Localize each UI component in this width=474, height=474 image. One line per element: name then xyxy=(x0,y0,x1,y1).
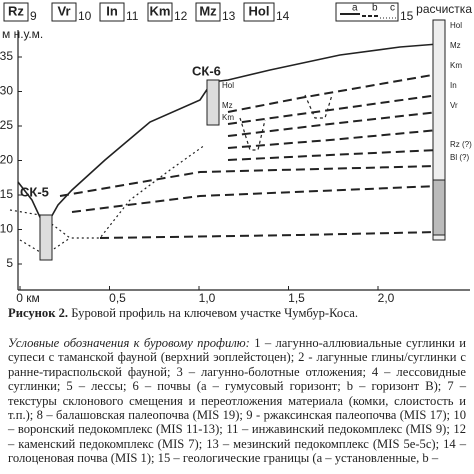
legend-intro: Условные обозначения к буровому профилю: xyxy=(8,336,250,350)
x-tick-label: 1,5 xyxy=(288,291,305,305)
legend-number: 11 xyxy=(126,9,139,23)
x-tick-label: 2,0 xyxy=(378,291,395,305)
profile-drawing xyxy=(9,19,470,291)
y-tick-label: 35 xyxy=(0,49,13,63)
figure-caption: Рисунок 2. Буровой профиль на ключевом у… xyxy=(8,306,466,320)
legend-number: 14 xyxy=(276,9,290,23)
legend-code: Km xyxy=(150,3,171,18)
legend-sub: b xyxy=(372,3,378,14)
legend-caption: Условные обозначения к буровому профилю:… xyxy=(8,336,466,466)
legend-box xyxy=(195,2,221,22)
layer-label: Bl (?) xyxy=(450,153,469,162)
y-axis-label: м н.у.м. xyxy=(2,27,43,41)
caption-label: Рисунок 2. xyxy=(8,306,69,320)
layer-label: Vr xyxy=(450,101,458,110)
legend-box xyxy=(335,2,399,22)
legend-box xyxy=(3,2,29,22)
layer-label: Mz xyxy=(222,101,233,110)
layer-label: Hol xyxy=(450,21,462,30)
legend-number: 13 xyxy=(222,9,236,23)
legend-code: Hol xyxy=(249,3,270,18)
legend-code: In xyxy=(106,3,118,18)
legend-number: 9 xyxy=(30,9,37,23)
well-label: СК-6 xyxy=(192,63,221,78)
figure: 5 10 15 20 25 30 35 0 км 0,5 1,0 1,5 2,0 м н.у.м. Rz 9… xyxy=(0,2,472,305)
well-label: СК-5 xyxy=(20,184,49,199)
y-tick-label: 5 xyxy=(6,256,13,270)
legend-number: 10 xyxy=(78,9,92,23)
layer-label: Hol xyxy=(222,81,234,90)
layer-label: In xyxy=(450,81,457,90)
legend-sub: a xyxy=(352,3,358,14)
clearing-label: расчистка xyxy=(416,2,472,16)
legend-code: Vr xyxy=(57,3,70,18)
layer-label: Km xyxy=(222,113,234,122)
x-tick-label: 0 км xyxy=(16,291,40,305)
caption-title: Буровой профиль на ключевом участке Чумб… xyxy=(71,306,358,320)
layer-label: Km xyxy=(450,61,462,70)
legend-box xyxy=(147,2,173,22)
legend-box xyxy=(99,2,125,22)
x-tick-label: 0,5 xyxy=(109,291,126,305)
y-tick-label: 30 xyxy=(0,84,13,98)
x-tick-label: 1,0 xyxy=(199,291,216,305)
y-tick-label: 15 xyxy=(0,187,13,201)
legend-text: 1 – лагунно-аллювиальные суглинки и супе… xyxy=(8,336,466,466)
y-tick-label: 25 xyxy=(0,118,13,132)
legend-number: 12 xyxy=(174,9,188,23)
y-tick-label: 10 xyxy=(0,222,13,236)
y-tick-label: 20 xyxy=(0,153,13,167)
legend-sub: c xyxy=(390,3,395,14)
legend-code: Mz xyxy=(199,3,217,18)
legend-number: 15 xyxy=(400,9,414,23)
legend-code: Rz xyxy=(8,3,24,18)
layer-label: Rz (?) xyxy=(450,140,472,149)
legend-box xyxy=(51,2,77,22)
layer-label: Mz xyxy=(450,41,461,50)
legend-box xyxy=(243,2,275,22)
